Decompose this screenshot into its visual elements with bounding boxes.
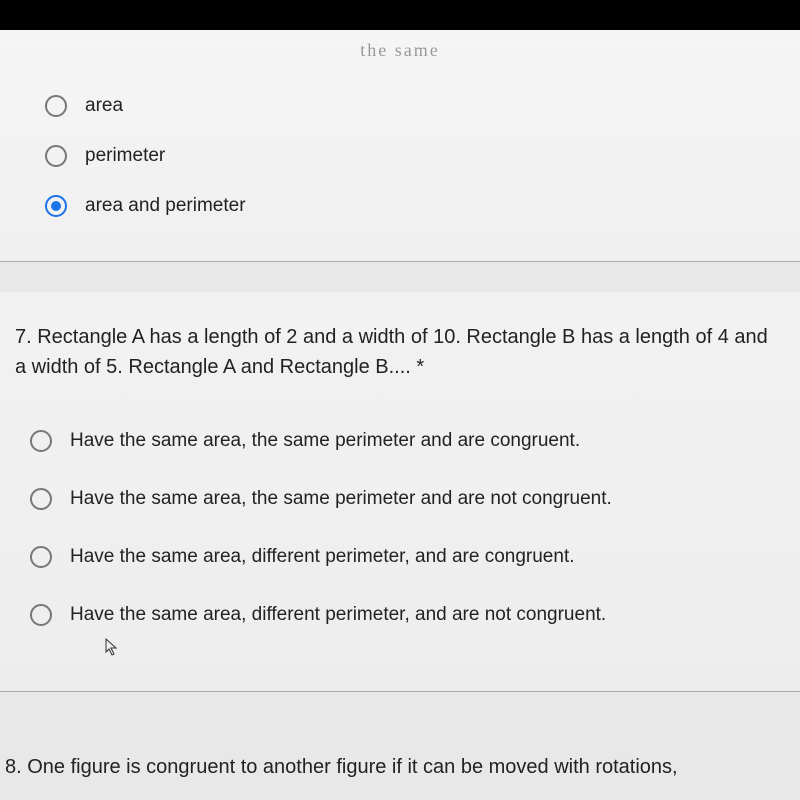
q7-option-c[interactable]: Have the same area, different perimeter,…: [30, 528, 780, 586]
option-area-and-perimeter[interactable]: area and perimeter: [45, 181, 775, 231]
quiz-content: the same area perimeter area and perimet…: [0, 30, 800, 782]
radio-icon: [45, 145, 67, 167]
radio-icon: [30, 604, 52, 626]
radio-icon: [30, 546, 52, 568]
radio-icon: [30, 430, 52, 452]
option-label: Have the same area, the same perimeter a…: [70, 488, 612, 510]
radio-icon: [30, 488, 52, 510]
option-perimeter[interactable]: perimeter: [45, 131, 775, 181]
option-label: Have the same area, the same perimeter a…: [70, 430, 580, 452]
question-8-text: 8. One figure is congruent to another fi…: [0, 722, 800, 782]
question-6-block: the same area perimeter area and perimet…: [0, 30, 800, 262]
question-7-text: 7. Rectangle A has a length of 2 and a w…: [5, 322, 780, 382]
cursor-icon: [105, 638, 780, 661]
option-label: area and perimeter: [85, 195, 246, 217]
radio-icon: [45, 95, 67, 117]
partial-cut-text: the same: [25, 40, 775, 61]
q7-option-d[interactable]: Have the same area, different perimeter,…: [30, 586, 780, 644]
option-label: area: [85, 95, 123, 117]
option-label: Have the same area, different perimeter,…: [70, 546, 575, 568]
option-area[interactable]: area: [45, 81, 775, 131]
option-label: Have the same area, different perimeter,…: [70, 604, 606, 626]
radio-inner-dot: [51, 201, 61, 211]
q7-option-a[interactable]: Have the same area, the same perimeter a…: [30, 412, 780, 470]
q7-option-b[interactable]: Have the same area, the same perimeter a…: [30, 470, 780, 528]
question-7-block: 7. Rectangle A has a length of 2 and a w…: [0, 292, 800, 692]
radio-icon-selected: [45, 195, 67, 217]
black-header-bar: [0, 0, 800, 30]
option-label: perimeter: [85, 145, 165, 167]
